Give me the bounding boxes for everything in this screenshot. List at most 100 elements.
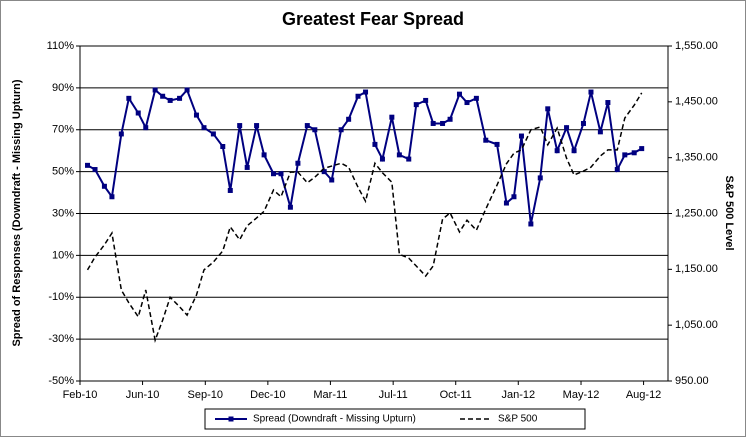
marker xyxy=(413,102,419,108)
marker xyxy=(423,97,429,103)
marker xyxy=(210,131,216,137)
y2-tick-label: 950.00 xyxy=(675,375,709,387)
y-tick-label: 50% xyxy=(52,166,74,178)
marker xyxy=(528,221,534,227)
y-axis-title: Spread of Responses (Downdraft - Missing… xyxy=(11,79,23,346)
marker xyxy=(152,87,158,93)
marker xyxy=(639,146,645,152)
legend-box xyxy=(204,408,586,430)
x-tick-label: Aug-12 xyxy=(626,389,661,401)
marker xyxy=(118,131,124,137)
y-tick-label: 10% xyxy=(52,249,74,261)
marker xyxy=(177,95,183,101)
y2-axis-title: S&P 500 Level xyxy=(723,175,735,250)
marker xyxy=(406,156,412,162)
x-tick-label: Oct-11 xyxy=(440,389,472,401)
y2-tick-label: 1,050.00 xyxy=(675,319,718,331)
marker xyxy=(278,171,284,177)
series-line xyxy=(86,92,643,344)
y-tick-label: 110% xyxy=(47,40,75,52)
y-tick-label: 90% xyxy=(52,82,74,94)
marker xyxy=(614,167,620,173)
marker xyxy=(456,91,462,97)
marker xyxy=(580,120,586,126)
marker xyxy=(447,116,453,122)
legend-marker xyxy=(228,416,234,422)
marker xyxy=(389,114,395,120)
marker xyxy=(346,116,352,122)
x-tick-label: Feb-10 xyxy=(63,389,98,401)
x-tick-label: Mar-11 xyxy=(313,389,347,401)
x-tick-label: Sep-10 xyxy=(188,389,223,401)
marker xyxy=(295,160,301,166)
y2-tick-label: 1,150.00 xyxy=(675,263,718,275)
y-tick-label: -10% xyxy=(48,291,74,303)
marker xyxy=(270,171,276,177)
marker xyxy=(355,93,361,99)
legend-label: S&P 500 xyxy=(498,414,538,425)
marker xyxy=(503,200,509,206)
y-tick-label: -50% xyxy=(48,375,74,387)
y2-tick-label: 1,450.00 xyxy=(675,96,718,108)
marker xyxy=(464,100,470,106)
marker xyxy=(396,152,402,158)
marker xyxy=(220,144,226,149)
marker xyxy=(167,97,173,103)
marker xyxy=(430,120,436,126)
marker xyxy=(494,141,500,147)
marker xyxy=(254,123,260,129)
marker xyxy=(193,112,199,118)
marker xyxy=(511,194,517,200)
marker xyxy=(588,89,594,95)
marker xyxy=(135,110,141,116)
marker xyxy=(312,127,318,133)
y2-tick-label: 1,350.00 xyxy=(675,152,718,164)
marker xyxy=(92,167,98,173)
marker xyxy=(571,148,577,154)
marker xyxy=(597,129,603,135)
marker xyxy=(483,137,489,143)
marker xyxy=(184,87,190,93)
marker xyxy=(379,156,385,162)
y2-tick-label: 1,550.00 xyxy=(675,40,718,52)
marker xyxy=(338,127,344,133)
marker xyxy=(143,125,149,131)
marker xyxy=(85,162,91,168)
marker xyxy=(622,152,628,158)
marker xyxy=(227,187,233,193)
marker xyxy=(126,95,132,101)
marker xyxy=(261,152,267,158)
marker xyxy=(545,106,551,112)
x-tick-label: May-12 xyxy=(563,389,600,401)
marker xyxy=(160,93,166,99)
marker xyxy=(201,125,207,131)
y-tick-label: 30% xyxy=(52,207,74,219)
marker xyxy=(237,123,243,129)
marker xyxy=(554,148,560,154)
y2-tick-label: 1,250.00 xyxy=(675,207,718,219)
marker xyxy=(287,204,293,210)
marker xyxy=(109,194,115,200)
y-tick-label: 70% xyxy=(52,124,74,136)
marker xyxy=(605,100,611,106)
marker xyxy=(440,120,446,126)
marker xyxy=(321,169,327,175)
marker xyxy=(473,95,479,101)
y-tick-label: -30% xyxy=(48,333,74,345)
marker xyxy=(363,89,369,95)
x-tick-label: Jul-11 xyxy=(379,389,408,401)
x-tick-label: Jan-12 xyxy=(501,389,535,401)
marker xyxy=(537,175,543,181)
marker xyxy=(372,141,378,147)
marker xyxy=(304,123,310,129)
marker xyxy=(244,164,250,170)
chart-title: Greatest Fear Spread xyxy=(282,9,464,29)
plot-border xyxy=(79,45,669,382)
x-tick-label: Dec-10 xyxy=(250,389,285,401)
marker xyxy=(101,183,107,189)
marker xyxy=(329,177,335,183)
x-tick-label: Jun-10 xyxy=(126,389,160,401)
